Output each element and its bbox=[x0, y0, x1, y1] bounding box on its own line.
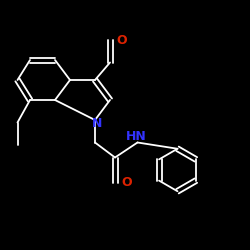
Text: O: O bbox=[116, 34, 126, 46]
Text: HN: HN bbox=[126, 130, 146, 143]
Text: N: N bbox=[92, 117, 103, 130]
Text: O: O bbox=[121, 176, 132, 189]
